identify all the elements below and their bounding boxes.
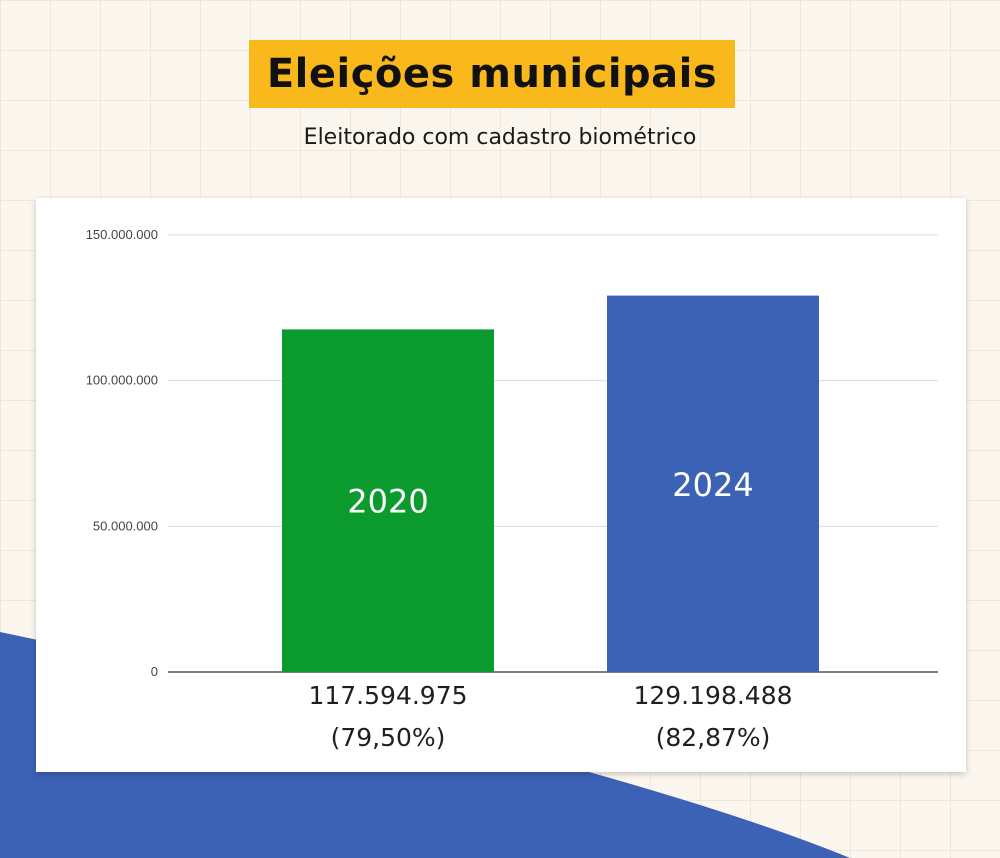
- value-label: 129.198.488: [633, 681, 792, 710]
- bar-chart: 0 50.000.000 100.000.000 150.000.000 2020 117…: [86, 227, 938, 752]
- value-label: 117.594.975: [308, 681, 467, 710]
- y-tick-label: 150.000.000: [86, 227, 158, 242]
- y-tick-label: 50.000.000: [93, 518, 158, 533]
- y-tick-label: 0: [151, 664, 158, 679]
- percent-label: (82,87%): [656, 723, 771, 752]
- bar-category-label: 2020: [347, 483, 428, 521]
- bar-2020: [282, 329, 494, 672]
- y-tick-label: 100.000.000: [86, 373, 158, 388]
- chart-card: 0 50.000.000 100.000.000 150.000.000 2020 117…: [36, 198, 966, 772]
- bar-category-label: 2024: [672, 466, 753, 504]
- bar-2024: [607, 295, 819, 672]
- chart-subtitle: Eleitorado com cadastro biométrico: [303, 125, 697, 150]
- title-highlight-box: Eleições municipais: [249, 40, 735, 108]
- percent-label: (79,50%): [331, 723, 446, 752]
- chart-title: Eleições municipais: [266, 51, 718, 97]
